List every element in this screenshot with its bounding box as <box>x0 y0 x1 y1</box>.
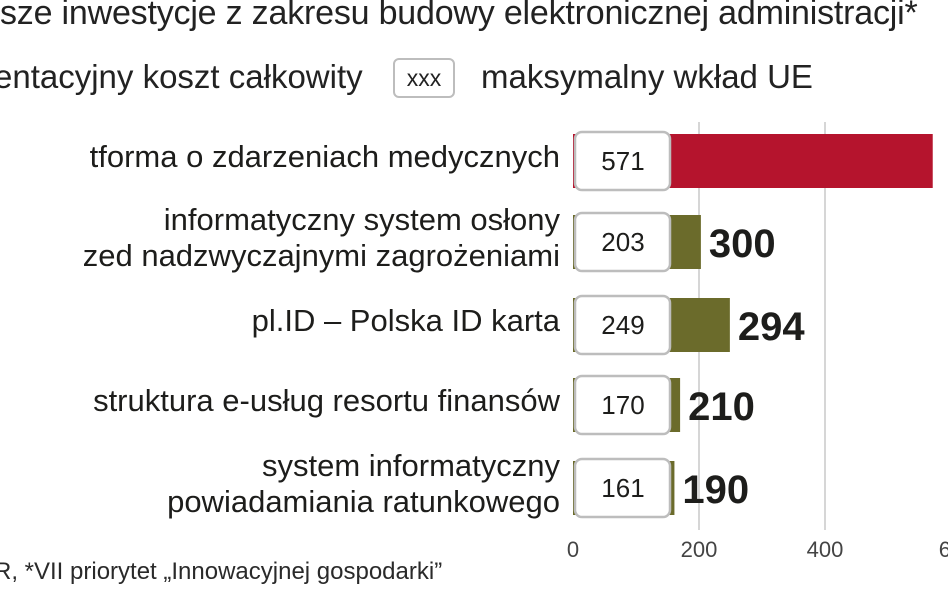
eu-value-label: 300 <box>709 222 776 266</box>
eu-value-label: 294 <box>738 305 805 349</box>
category-label-line: informatyczny system osłony <box>163 202 560 237</box>
cost-value-label: 170 <box>601 390 644 420</box>
category-label-line: powiadamiania ratunkowego <box>167 484 560 519</box>
cost-value-box <box>573 374 672 436</box>
cost-value-box <box>573 211 672 273</box>
cost-value-box <box>573 457 672 519</box>
category-label-line: zed nadzwyczajnymi zagrożeniami <box>82 238 560 273</box>
chart-title: sze inwestycje z zakresu budowy elektron… <box>0 0 918 32</box>
x-tick-label: 200 <box>681 537 718 562</box>
cost-value-label: 571 <box>601 146 644 176</box>
cost-value-box <box>573 130 672 192</box>
category-label: tforma o zdarzeniach medycznych <box>90 139 560 175</box>
cost-value-label: 249 <box>601 310 644 340</box>
cost-value-label: 203 <box>601 227 644 257</box>
eu-value-label: 210 <box>688 385 755 429</box>
category-label-line: struktura e-usług resortu finansów <box>93 383 560 418</box>
category-label-line: pl.ID – Polska ID karta <box>251 303 560 338</box>
eu-value-label: 190 <box>682 468 749 512</box>
category-label: struktura e-usług resortu finansów <box>93 383 560 419</box>
legend-value-box: xxx <box>393 58 455 98</box>
legend-cost-label: entacyjny koszt całkowity <box>0 58 363 95</box>
source-note: R, *VII priorytet „Innowacyjnej gospodar… <box>0 558 443 585</box>
category-label: pl.ID – Polska ID karta <box>252 303 560 339</box>
x-tick-label: 60 <box>939 537 948 562</box>
category-label-line: system informatyczny <box>261 448 560 483</box>
cost-value-box <box>573 294 672 356</box>
category-label-line: tforma o zdarzeniach medycznych <box>89 139 560 174</box>
legend-eu-label: maksymalny wkład UE <box>481 58 813 95</box>
cost-value-label: 161 <box>601 473 644 503</box>
category-label: informatyczny system osłony zed nadzwycza… <box>83 202 560 274</box>
x-tick-label: 400 <box>807 537 844 562</box>
x-tick-label: 0 <box>567 537 579 562</box>
category-label: system informatyczny powiadamiania ratunk… <box>167 448 560 520</box>
legend: entacyjny koszt całkowity xxx maksymalny… <box>0 54 948 104</box>
